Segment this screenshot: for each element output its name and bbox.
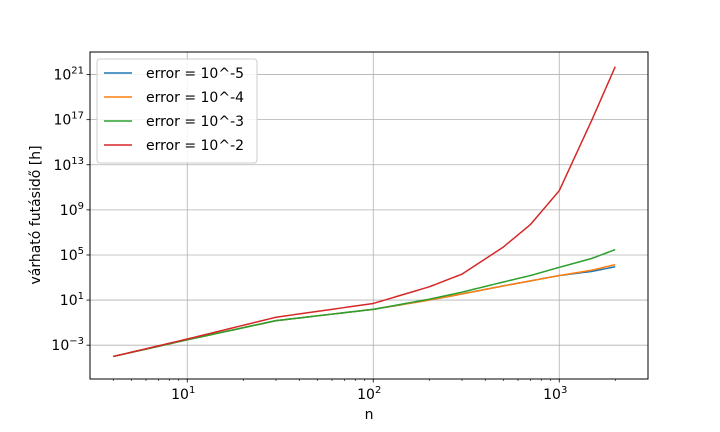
y-axis: 10−3 101 105 109 1013 1017 1021 [51,66,90,354]
plot-frame [89,51,649,380]
x-axis-title: n [365,407,374,423]
legend: error = 10^-5 error = 10^-4 error = 10^-3 e… [96,58,258,164]
series-line-3 [113,248,616,358]
y-tick-label: 10−3 [51,336,84,354]
legend-label: error = 10^-3 [146,114,244,130]
y-tick-label: 109 [60,201,84,219]
x-axis: 101 102 103 [112,379,616,403]
legend-label: error = 10^-2 [146,138,244,154]
legend-label: error = 10^-5 [146,66,244,82]
x-tick-label: 102 [357,385,381,403]
y-tick-label: 1021 [53,66,84,84]
y-tick-label: 105 [60,246,84,264]
y-tick-label: 101 [60,291,84,309]
x-tick-label: 103 [543,385,567,403]
legend-label: error = 10^-4 [146,90,244,106]
y-axis-title: várható futásidő [h] [28,145,44,284]
legend-box [96,58,258,164]
series-line-4 [113,66,616,358]
y-tick-label: 1013 [53,156,84,174]
x-tick-label: 101 [171,385,195,403]
y-tick-label: 1017 [53,111,84,129]
series-group [113,66,616,358]
